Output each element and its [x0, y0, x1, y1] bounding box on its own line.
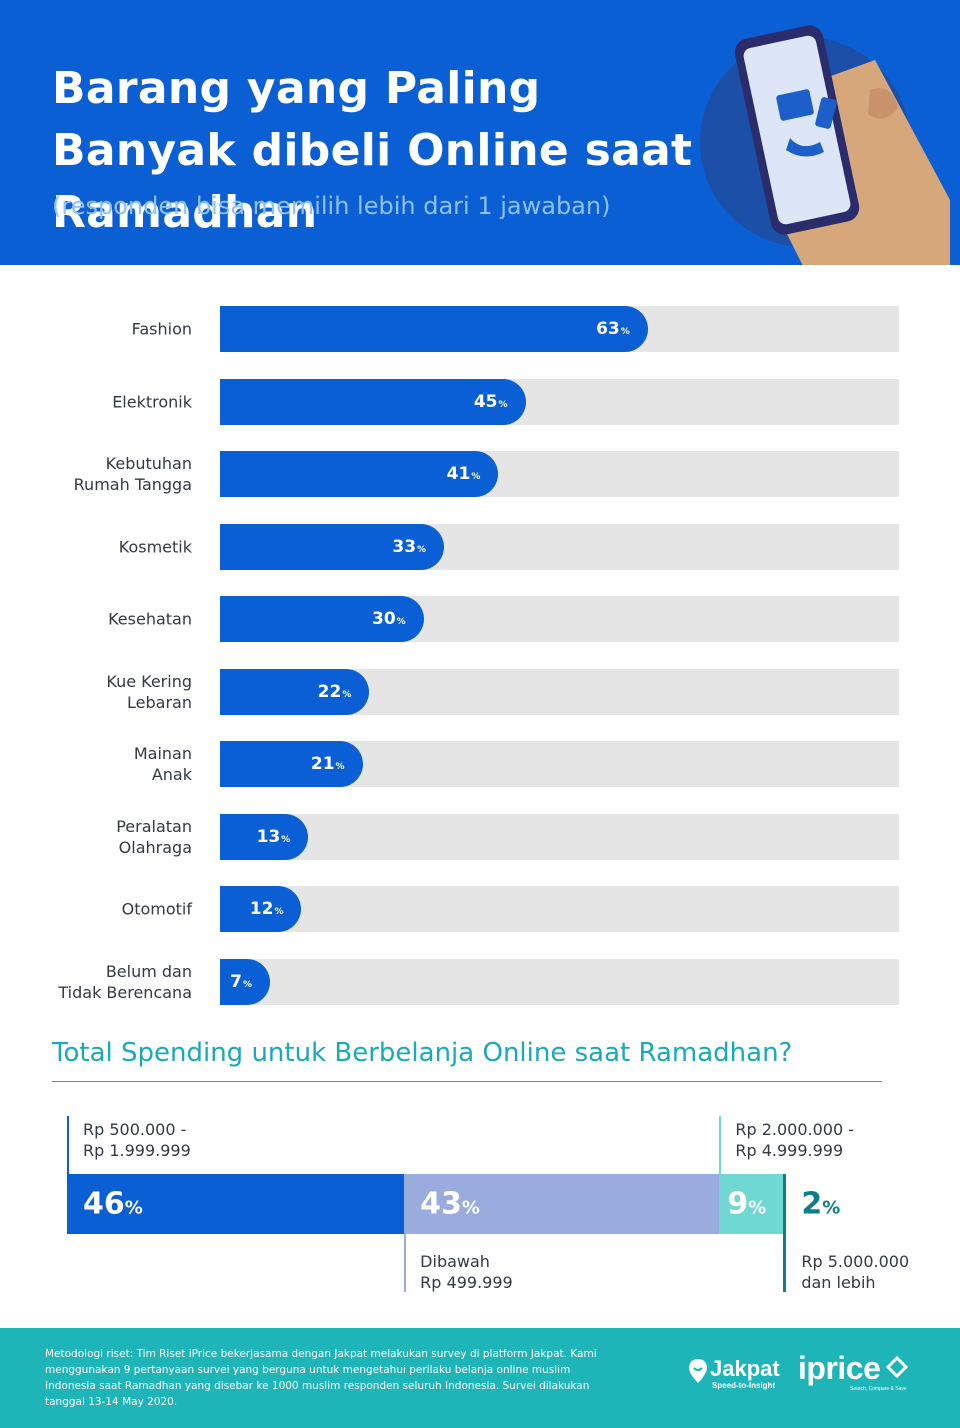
thumb-shape	[868, 88, 898, 119]
bar-value-label: 22%	[317, 681, 352, 702]
bar-row: Otomotif 12%	[0, 886, 960, 932]
page-title: Barang yang Paling Banyak dibeli Online …	[52, 63, 693, 238]
spending-tick-line	[404, 1234, 407, 1292]
bar-category-label: Kue Kering Lebaran	[106, 671, 192, 712]
page-subtitle: (responden bisa memilih lebih dari 1 jaw…	[52, 192, 611, 220]
spending-tick-line	[67, 1116, 69, 1174]
bar-fill: 63%	[220, 306, 648, 352]
bar-row: Belum dan Tidak Berencana 7%	[0, 958, 960, 1005]
bar-fill: 45%	[220, 378, 526, 425]
bar-row: Kue Kering Lebaran 22%	[0, 668, 960, 715]
bar-row: Mainan Anak 21%	[0, 741, 960, 787]
section-divider	[52, 1081, 882, 1082]
bar-value-label: 45%	[473, 391, 508, 412]
bar-value-label: 30%	[371, 609, 406, 629]
bar-track: 63%	[220, 306, 899, 352]
spending-section-title: Total Spending untuk Berbelanja Online s…	[52, 1038, 793, 1068]
spending-segment: 2%	[785, 1174, 881, 1234]
iprice-name: iprice	[798, 1350, 881, 1386]
items-bar-chart: Fashion 63% Elektronik 45% Kebutuhan Rumah T…	[0, 280, 960, 1020]
bar-fill: 13%	[220, 813, 309, 860]
footer: Metodologi riset: Tim Riset iPrice beker…	[0, 1328, 960, 1428]
header-banner: Barang yang Paling Banyak dibeli Online …	[0, 0, 960, 265]
jakpat-pin-icon	[689, 1359, 707, 1383]
bar-value-label: 12%	[249, 899, 284, 919]
hand-phone-illustration	[700, 25, 950, 265]
bar-track: 41%	[220, 451, 899, 497]
bar-row: Kesehatan 30%	[0, 596, 960, 642]
spending-segment: 43%	[404, 1174, 720, 1234]
bar-fill: 30%	[220, 596, 424, 642]
bar-track: 12%	[220, 886, 899, 932]
bar-fill: 41%	[220, 451, 499, 497]
bar-row: Fashion 63%	[0, 306, 960, 352]
bar-category-label: Otomotif	[121, 899, 192, 919]
methodology-text: Metodologi riset: Tim Riset iPrice beker…	[45, 1348, 597, 1408]
bar-track: 33%	[220, 523, 899, 570]
iprice-tag-icon	[886, 1356, 908, 1378]
bar-track: 30%	[220, 596, 899, 642]
iprice-tagline: Search, Compare & Save	[850, 1386, 907, 1392]
bar-fill: 12%	[220, 886, 302, 932]
bar-value-label: 63%	[596, 319, 630, 339]
bar-value-label: 33%	[392, 536, 427, 557]
bar-track: 45%	[220, 378, 899, 425]
spending-range-label: Dibawah Rp 499.999	[420, 1252, 513, 1292]
bar-category-label: Belum dan Tidak Berencana	[58, 961, 192, 1002]
bar-category-label: Kebutuhan Rumah Tangga	[73, 454, 192, 494]
spending-range-label: Rp 500.000 - Rp 1.999.999	[83, 1120, 191, 1160]
bar-value-label: 41%	[446, 464, 481, 484]
bar-value-label: 21%	[310, 754, 345, 774]
bar-track: 22%	[220, 668, 899, 715]
phone-screen	[743, 35, 851, 225]
bar-track: 13%	[220, 813, 899, 860]
bar-value-label: 13%	[256, 826, 291, 847]
bar-track: 7%	[220, 958, 899, 1005]
bar-row: Peralatan Olahraga 13%	[0, 813, 960, 860]
bar-row: Elektronik 45%	[0, 378, 960, 425]
spending-value-label: 46%	[83, 1186, 143, 1222]
spending-value-label: 43%	[420, 1186, 480, 1222]
spending-tick-line	[719, 1116, 722, 1174]
bar-category-label: Elektronik	[112, 392, 192, 411]
spending-tick-line	[783, 1174, 787, 1292]
spending-segment: 46%	[67, 1174, 405, 1234]
bar-fill: 7%	[220, 958, 270, 1005]
bar-category-label: Kesehatan	[108, 609, 192, 629]
bar-fill: 21%	[220, 741, 363, 787]
jakpat-tagline: Speed-to-Insight	[712, 1381, 776, 1390]
spending-range-label: Rp 5.000.000 dan lebih	[801, 1252, 910, 1292]
bar-fill: 33%	[220, 523, 445, 570]
bar-row: Kebutuhan Rumah Tangga 41%	[0, 451, 960, 497]
spending-range-label: Rp 2.000.000 - Rp 4.999.999	[735, 1120, 855, 1160]
spending-value-label: 2%	[801, 1186, 841, 1222]
shopping-items-icon	[776, 89, 837, 157]
bar-category-label: Fashion	[131, 319, 192, 339]
bar-category-label: Mainan Anak	[133, 744, 192, 784]
bar-category-label: Peralatan Olahraga	[116, 816, 192, 857]
bar-track: 21%	[220, 741, 899, 787]
bar-row: Kosmetik 33%	[0, 523, 960, 570]
bar-category-label: Kosmetik	[118, 537, 192, 556]
spending-segment: 9%	[719, 1174, 786, 1234]
bar-value-label: 7%	[230, 971, 252, 992]
jakpat-name: Jakpat	[710, 1356, 780, 1381]
spending-value-label: 9%	[727, 1186, 767, 1222]
bar-fill: 22%	[220, 668, 370, 715]
